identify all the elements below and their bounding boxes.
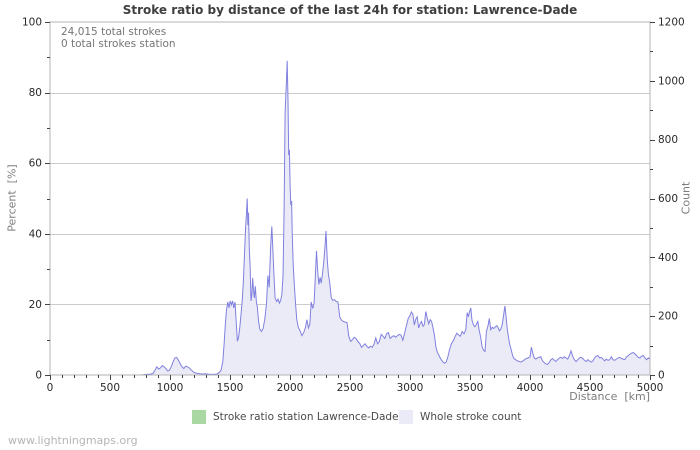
legend-label-whole-stroke-count: Whole stroke count xyxy=(420,411,522,423)
x-tick-label: 2500 xyxy=(337,382,364,394)
x-tick-label: 500 xyxy=(100,382,120,394)
chart-title: Stroke ratio by distance of the last 24h… xyxy=(122,3,578,17)
x-tick-label: 0 xyxy=(47,382,54,394)
y-left-tick-label: 80 xyxy=(29,87,42,99)
legend: Stroke ratio station Lawrence-Dade Whole… xyxy=(0,409,700,425)
y-left-tick-label: 100 xyxy=(22,17,42,29)
plot-border xyxy=(49,21,651,376)
y-right-tick-label: 800 xyxy=(658,134,678,146)
x-tick-label: 3000 xyxy=(397,382,424,394)
y-left-tick-label: 40 xyxy=(29,228,42,240)
legend-swatch-stroke-ratio xyxy=(192,410,206,424)
y-left-tick-label: 60 xyxy=(29,158,42,170)
x-tick-label: 2000 xyxy=(277,382,304,394)
y-right-tick-label: 1000 xyxy=(658,75,685,87)
legend-swatch-whole-stroke-count xyxy=(399,410,413,424)
x-tick-label: 4000 xyxy=(517,382,544,394)
y-right-tick-label: 400 xyxy=(658,252,678,264)
annotation-total-strokes-station: 0 total strokes station xyxy=(61,38,176,50)
y-left-tick-label: 0 xyxy=(35,370,42,382)
y-left-tick-label: 20 xyxy=(29,299,42,311)
x-tick-label: 1500 xyxy=(217,382,244,394)
y-right-tick-label: 200 xyxy=(658,311,678,323)
whole-stroke-count-area xyxy=(50,60,650,376)
watermark: www.lightningmaps.org xyxy=(8,434,138,447)
x-axis-title-distance: Distance [km] xyxy=(569,390,650,403)
whole-stroke-count-line xyxy=(50,60,651,376)
y-right-tick-label: 0 xyxy=(658,370,665,382)
x-tick-label: 5000 xyxy=(637,382,664,394)
y-right-tick-label: 1200 xyxy=(658,17,685,29)
x-tick-label: 4500 xyxy=(577,382,604,394)
x-tick-label: 3500 xyxy=(457,382,484,394)
x-tick-label: 1000 xyxy=(157,382,184,394)
annotation-total-strokes: 24,015 total strokes xyxy=(61,26,167,38)
legend-label-stroke-ratio: Stroke ratio station Lawrence-Dade xyxy=(213,411,399,423)
y-right-tick-label: 600 xyxy=(658,193,678,205)
